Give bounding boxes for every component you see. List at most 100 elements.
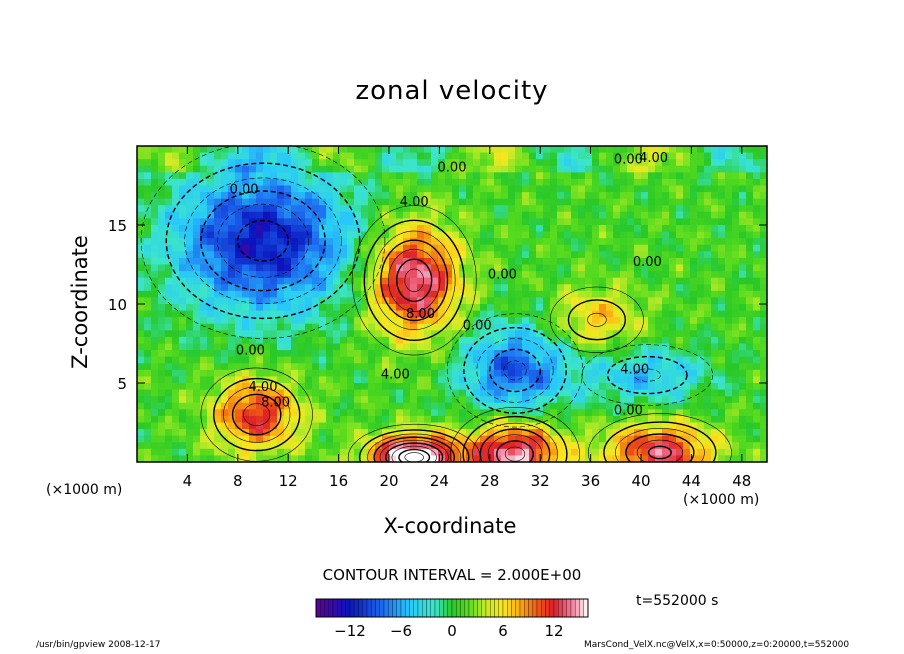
field-cell [536, 389, 544, 397]
field-cell [585, 343, 593, 351]
field-cell [683, 343, 691, 351]
field-cell [459, 336, 467, 345]
field-cell [333, 146, 341, 154]
field-cell [452, 198, 460, 206]
field-cell [627, 429, 635, 437]
field-cell [214, 225, 222, 233]
field-cell [557, 264, 565, 272]
field-cell [718, 350, 726, 358]
field-cell [291, 290, 299, 299]
field-cell [529, 350, 537, 358]
field-cell [655, 415, 663, 424]
field-cell [606, 369, 614, 378]
field-cell [697, 336, 705, 345]
field-cell [235, 336, 243, 345]
field-cell [725, 244, 733, 252]
field-cell [312, 264, 320, 272]
field-cell [186, 350, 194, 358]
field-cell [592, 264, 600, 272]
field-cell [655, 146, 663, 154]
field-cell [424, 225, 432, 233]
field-cell [403, 231, 411, 239]
field-cell [438, 205, 446, 213]
field-cell [529, 356, 537, 364]
field-cell [718, 185, 726, 193]
field-cell [739, 389, 747, 397]
contour-line [351, 205, 477, 356]
field-cell [445, 211, 453, 220]
field-cell [739, 383, 747, 391]
field-cell [403, 192, 411, 200]
field-cell [347, 192, 355, 200]
contour-line [404, 268, 424, 292]
field-cell [711, 198, 719, 206]
field-cell [753, 396, 761, 404]
field-cell [389, 383, 397, 391]
field-cell [179, 218, 187, 226]
field-cell [193, 396, 201, 404]
field-cell [298, 442, 306, 450]
field-cell [760, 304, 767, 312]
field-cell [354, 146, 362, 154]
field-cell [459, 225, 467, 233]
field-cell [305, 146, 313, 154]
field-cell [333, 192, 341, 200]
field-cell [270, 376, 278, 384]
field-cell [242, 146, 250, 154]
field-cell [396, 389, 404, 397]
field-cell [284, 290, 292, 299]
field-cell [746, 185, 754, 193]
field-cell [354, 238, 362, 246]
field-cell [578, 356, 586, 364]
field-cell [410, 205, 418, 213]
field-cell [550, 146, 558, 154]
field-cell [739, 178, 747, 187]
field-cell [543, 178, 551, 187]
colorbar-segment [451, 598, 457, 618]
field-cell [375, 409, 383, 417]
field-cell [473, 251, 481, 259]
field-cell [347, 178, 355, 187]
field-cell [655, 422, 663, 430]
field-cell [718, 244, 726, 252]
field-cell [613, 310, 621, 318]
field-cell [676, 297, 684, 305]
field-cell [144, 225, 152, 233]
field-cell [620, 343, 628, 351]
field-cell [473, 185, 481, 193]
field-cell [683, 238, 691, 246]
field-cell [375, 231, 383, 239]
colorbar-segment [392, 598, 397, 618]
field-cell [606, 402, 614, 410]
field-cell [151, 244, 159, 252]
field-cell [746, 350, 754, 358]
field-cell [424, 297, 432, 305]
field-cell [389, 165, 397, 173]
field-cell [711, 317, 719, 325]
field-cell [326, 310, 334, 318]
field-cell [662, 350, 670, 358]
field-cell [669, 448, 677, 457]
field-cell [333, 238, 341, 246]
field-cell [333, 198, 341, 206]
field-cell [522, 442, 530, 450]
field-cell [480, 389, 488, 397]
field-cell [529, 415, 537, 424]
field-cell [438, 211, 446, 220]
field-cell [207, 422, 215, 430]
field-cell [389, 369, 397, 378]
field-cell [557, 317, 565, 325]
colorbar-segment [570, 598, 576, 618]
field-cell [410, 435, 418, 443]
field-cell [186, 317, 194, 325]
field-cell [536, 198, 544, 206]
field-cell [249, 297, 257, 305]
field-cell [557, 211, 565, 220]
field-cell [389, 310, 397, 318]
field-cell [690, 192, 698, 200]
field-cell [438, 396, 446, 404]
field-cell [396, 271, 404, 279]
field-cell [515, 389, 523, 397]
field-cell [417, 343, 425, 351]
field-cell [564, 238, 572, 246]
